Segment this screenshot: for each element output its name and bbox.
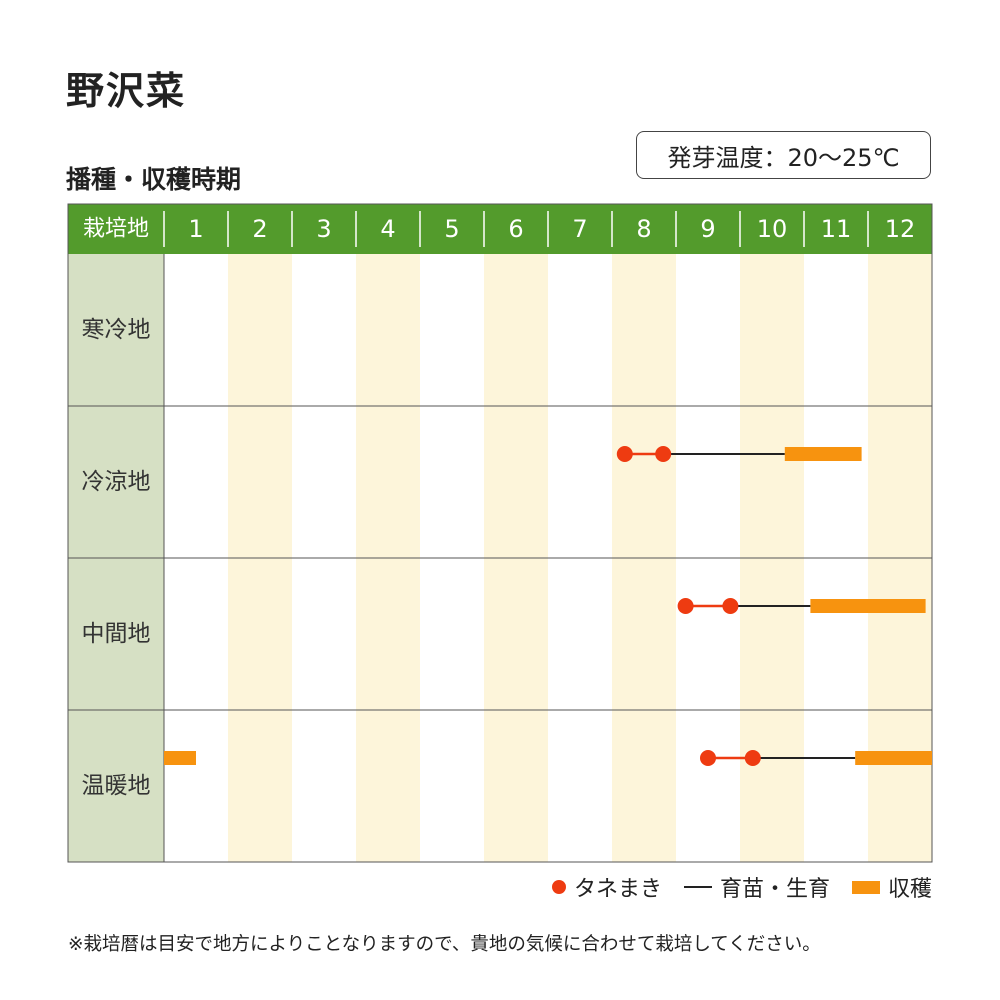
region-cell — [68, 558, 164, 710]
month-tick-label: 9 — [700, 215, 715, 243]
legend-item-harvest: 収穫 — [851, 871, 932, 903]
month-tick-label: 1 — [188, 215, 203, 243]
legend-item-growing: 育苗・生育 — [683, 871, 830, 903]
month-tick-label: 2 — [252, 215, 267, 243]
legend-label-sowing: タネまき — [573, 877, 662, 902]
region-label: 冷涼地 — [82, 469, 151, 495]
sowing-point — [677, 598, 694, 614]
page-title: 野沢菜 — [66, 69, 187, 113]
region-label: 寒冷地 — [82, 317, 151, 343]
month-tick-label: 7 — [572, 215, 587, 243]
sowing-point — [616, 446, 633, 462]
region-cell — [68, 254, 164, 406]
sowing-point — [722, 598, 739, 614]
sowing-point — [700, 750, 716, 766]
footnote: ※栽培暦は目安で地方によりことなりますので、貴地の気候に合わせて栽培してください… — [68, 934, 821, 955]
chart-subtitle: 播種・収穫時期 — [66, 165, 242, 194]
month-tick-label: 11 — [821, 215, 852, 243]
region-label: 中間地 — [82, 621, 151, 647]
harvest-bar — [164, 751, 196, 765]
harvest-bar — [810, 599, 926, 613]
region-cell — [68, 406, 164, 558]
month-tick-label: 5 — [444, 215, 459, 243]
harvest-bar — [784, 447, 862, 461]
region-label: 温暖地 — [82, 773, 151, 799]
month-tick-label: 12 — [885, 215, 916, 243]
harvest-bar — [855, 751, 932, 765]
sowing-point — [744, 750, 761, 766]
chart-legend: タネまき 育苗・生育 収穫 — [500, 872, 932, 902]
month-tick-label: 8 — [636, 215, 651, 243]
sowing-dot-icon — [551, 880, 566, 894]
germination-temp-text: 発芽温度：20〜25℃ — [667, 143, 900, 172]
month-tick-label: 3 — [316, 215, 331, 243]
chart-border — [67, 203, 933, 863]
germination-temp-badge: 発芽温度：20〜25℃ — [636, 131, 931, 179]
month-tick-label: 4 — [380, 215, 395, 243]
sowing-point — [655, 446, 672, 462]
legend-label-harvest: 収穫 — [887, 877, 932, 902]
month-tick-label: 6 — [508, 215, 523, 243]
legend-item-sowing: タネまき — [551, 871, 662, 903]
region-cell — [68, 710, 164, 862]
legend-label-growing: 育苗・生育 — [719, 877, 830, 902]
harvest-bar-icon — [851, 880, 880, 894]
growing-line-icon — [683, 886, 712, 888]
header-label-region: 栽培地 — [83, 217, 149, 242]
chart-header — [68, 204, 932, 254]
month-tick-label: 10 — [757, 215, 788, 243]
